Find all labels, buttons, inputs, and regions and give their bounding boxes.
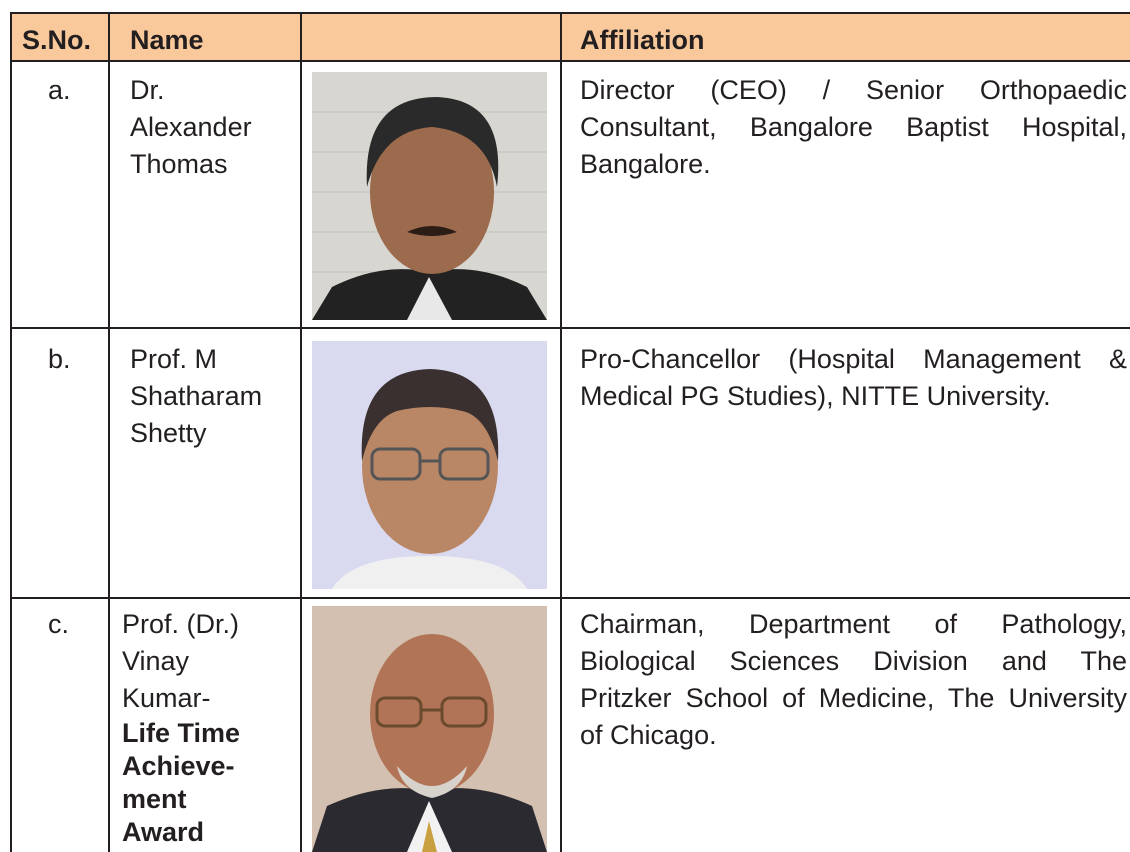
name-line: Alexander: [130, 112, 252, 142]
border: [300, 12, 302, 852]
header-cell: S.No.: [22, 25, 92, 55]
name-line: Vinay: [122, 646, 190, 676]
award-line: Life Time: [122, 718, 241, 748]
affiliation-cell: Chairman, Department of Pathology, Biolog…: [580, 606, 1127, 754]
photo: [312, 606, 547, 852]
name-line: Shetty: [130, 418, 207, 448]
affiliation-line: Biological Sciences Division and The: [580, 646, 1127, 676]
serial-number: a.: [48, 75, 71, 105]
name-line: Shatharam: [130, 381, 263, 411]
name-line: Prof. M: [130, 344, 218, 374]
name-cell: Prof. M Shatharam Shetty: [130, 341, 300, 452]
affiliation-line: Chairman, Department of Pathology,: [580, 609, 1127, 639]
affiliation-cell: Director (CEO) / Senior Orthopaedic Consu…: [580, 72, 1127, 183]
serial-number: c.: [48, 609, 70, 639]
border: [10, 12, 12, 852]
border: [560, 12, 562, 852]
header-row: [10, 12, 1130, 62]
serial-number: b.: [48, 344, 71, 374]
name-cell: Prof. (Dr.) Vinay Kumar- Life Time Achieve-m…: [122, 606, 292, 849]
header-cell: Name: [130, 25, 204, 55]
border: [10, 327, 1130, 329]
award-line: Achieve-: [122, 751, 235, 781]
name-line: Thomas: [130, 149, 228, 179]
name-cell: Dr. Alexander Thomas: [130, 72, 300, 183]
affiliation-line: of Chicago.: [580, 720, 717, 750]
affiliation-line: Bangalore.: [580, 149, 711, 179]
award-line: ment: [122, 784, 187, 814]
affiliation-cell: Pro-Chancellor (Hospital Management & Med…: [580, 341, 1127, 415]
name-line: Prof. (Dr.): [122, 609, 240, 639]
name-line: Dr.: [130, 75, 165, 105]
border: [108, 12, 110, 852]
photo: [312, 341, 547, 589]
affiliation-line: Director (CEO) / Senior Orthopaedic: [580, 75, 1127, 105]
affiliation-line: Medical PG Studies), NITTE University.: [580, 381, 1051, 411]
affiliation-line: Pritzker School of Medicine, The Univers…: [580, 683, 1127, 713]
photo: [312, 72, 547, 320]
name-line: Kumar-: [122, 683, 211, 713]
border: [10, 597, 1130, 599]
header-cell: Affiliation: [580, 25, 705, 55]
affiliation-line: Consultant, Bangalore Baptist Hospital,: [580, 112, 1127, 142]
award-line: Award: [122, 817, 205, 847]
affiliation-line: Pro-Chancellor (Hospital Management &: [580, 344, 1127, 374]
